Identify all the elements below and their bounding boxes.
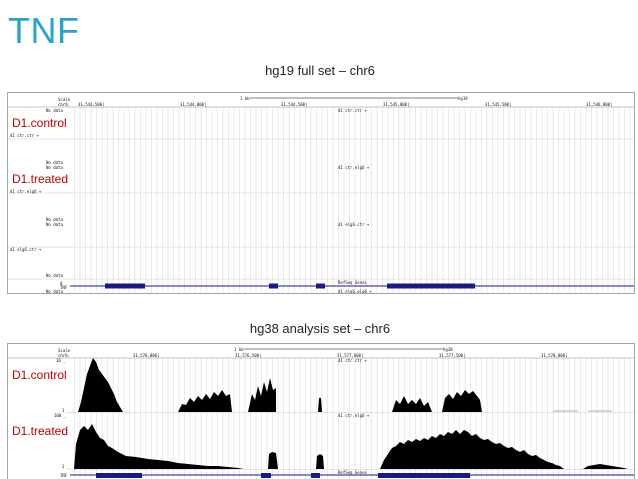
panel1-genome-browser[interactable]: Scale chr6: 1 kb hg19 31,543,500| 31,544… — [7, 92, 635, 294]
panel1-track-name: d1 ctr.elg6 + — [338, 165, 370, 170]
panel2-position: 31,578,000| — [541, 353, 568, 358]
panel2-control-signal[interactable] — [70, 358, 634, 413]
panel2-position: 31,576,000| — [133, 353, 160, 358]
panel2-chr-label: chr6: — [58, 353, 71, 358]
panel1-gene-track-label: RefSeq Genes — [338, 280, 367, 285]
panel1-no-data-label: No data — [46, 222, 63, 227]
panel2-gene-model[interactable] — [70, 473, 634, 478]
panel1-no-data-label: No data — [46, 160, 63, 165]
panel1-position: 31,543,500| — [78, 102, 105, 107]
panel1-no-data-label: No data — [46, 273, 63, 278]
panel1-no-data-label: No data — [46, 165, 63, 170]
panel1-gene-name: TNF — [60, 285, 68, 290]
panel2-track-max: 100 _ — [54, 413, 67, 418]
panel2-sample-label-treated: D1.treated — [11, 424, 70, 438]
panel1-zero-label: 0 — [60, 281, 63, 286]
panel1-position: 31,545,000| — [383, 102, 410, 107]
panel2-caption: hg38 analysis set – chr6 — [249, 321, 391, 336]
panel2-treated-signal[interactable] — [70, 424, 634, 470]
panel2-position: 31,577,000| — [337, 353, 364, 358]
panel1-track-name-left: d1 ctr.elg6 + — [10, 189, 42, 194]
panel2-gene-name: TNF — [60, 473, 68, 478]
panel1-track-name: d1 elg6.ctr + — [338, 222, 370, 227]
panel1-grid — [70, 107, 634, 293]
panel1-sample-label-treated: D1.treated — [11, 172, 70, 186]
panel2-browser-canvas[interactable] — [8, 344, 634, 479]
panel1-no-data-label: No data — [46, 289, 63, 294]
panel2-genome-browser[interactable]: Scale chr6: 1 kb hg38 31,576,000| 31,576… — [7, 343, 635, 479]
panel1-position: 31,544,000| — [180, 102, 207, 107]
panel1-no-data-label: No data — [46, 108, 63, 113]
panel2-track-max: 16 _ — [56, 358, 66, 363]
panel2-track-min: 1 _ — [62, 408, 70, 413]
panel2-track-min: 1 _ — [62, 464, 70, 469]
panel1-position: 31,545,500| — [485, 102, 512, 107]
panel1-track-name: d1 elg6.elg6 + — [338, 289, 372, 294]
panel2-scale-bar-label: 1 kb — [234, 347, 244, 352]
panel1-assembly-label: hg19 — [458, 96, 468, 101]
panel1-position: 31,544,500| — [281, 102, 308, 107]
panel1-no-data-label: No data — [46, 217, 63, 222]
panel1-scale-label: Scale — [58, 97, 71, 102]
panel2-sample-label-control: D1.control — [11, 368, 68, 382]
panel2-gene-track-label: RefSeq Genes — [338, 470, 367, 475]
panel2-position: 31,577,500| — [439, 353, 466, 358]
panel2-position: 31,576,500| — [235, 353, 262, 358]
panel1-gene-model[interactable] — [70, 283, 634, 289]
panel1-sample-label-control: D1.control — [11, 116, 68, 130]
panel1-caption: hg19 full set – chr6 — [265, 63, 375, 78]
panel1-track-name: d1 ctr.ctr + — [338, 108, 367, 113]
panel1-position: 31,546,000| — [586, 102, 613, 107]
panel2-scale-label: Scale — [58, 348, 71, 353]
panel2-track-name: d1 ctr.elg6 + — [338, 413, 370, 418]
panel1-scale-bar-label: 1 kb — [240, 96, 250, 101]
panel1-chr-label: chr6: — [58, 102, 71, 107]
slide-title: TNF — [8, 10, 80, 51]
panel1-browser-canvas[interactable] — [8, 93, 634, 293]
panel1-track-name-left: d1 ctr.ctr + — [10, 133, 39, 138]
panel2-track-name: d1 ctr.ctr + — [338, 358, 367, 363]
panel2-assembly-label: hg38 — [443, 347, 453, 352]
panel1-track-name-left: d1 elg6.ctr + — [10, 247, 42, 252]
